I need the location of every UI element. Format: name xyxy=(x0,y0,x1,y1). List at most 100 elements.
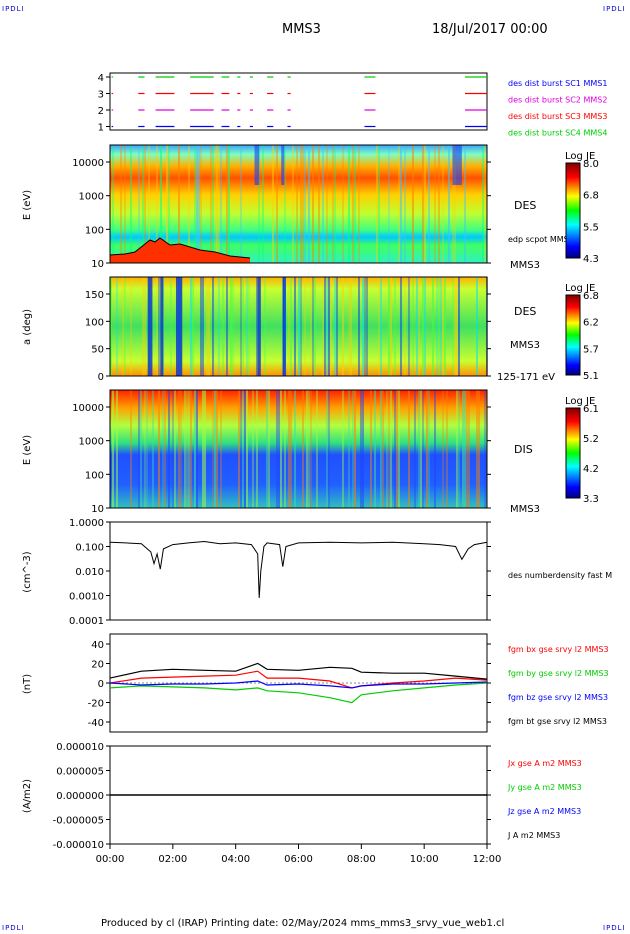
spectrogram-column xyxy=(362,390,364,508)
pa-dropout-column xyxy=(147,277,153,376)
spectrogram-column xyxy=(226,145,228,263)
spectrogram-column xyxy=(124,277,126,376)
spectrogram-column xyxy=(112,145,114,263)
spectrogram-column xyxy=(304,145,306,263)
spectrogram-column xyxy=(458,277,460,376)
pa-dropout-column xyxy=(160,277,164,376)
spectrogram-column xyxy=(192,277,194,376)
spectrogram-column xyxy=(382,390,384,508)
spectrogram-column xyxy=(306,390,308,508)
spectrogram-column xyxy=(422,390,424,508)
spectrogram-column xyxy=(348,390,350,508)
burst-ytick-label: 2 xyxy=(98,106,104,117)
colorbar-title: Log JE xyxy=(565,283,595,294)
spectrogram-column xyxy=(342,277,344,376)
spectrogram-column xyxy=(328,390,330,508)
spectrogram-column xyxy=(130,390,132,508)
colorbar-tick-label: 6.8 xyxy=(583,191,599,202)
spectrogram-column xyxy=(122,277,124,376)
spectrogram-column xyxy=(454,277,456,376)
spectrogram-column xyxy=(476,277,478,376)
spectrogram-column xyxy=(160,145,162,263)
spectrogram-column xyxy=(156,277,158,376)
dis-ytick-label: 100 xyxy=(85,470,104,481)
spectrogram-column xyxy=(258,145,260,263)
spectrogram-column xyxy=(300,145,302,263)
spectrogram-column xyxy=(388,390,390,508)
spectrogram-column xyxy=(370,390,372,508)
spectrogram-column xyxy=(214,390,216,508)
dis-ytick-label: 1000 xyxy=(79,437,104,448)
spectrogram-column xyxy=(214,145,216,263)
spectrogram-column xyxy=(188,390,190,508)
spectrogram-column xyxy=(476,390,478,508)
spectrogram-column xyxy=(290,277,292,376)
spectrogram-column xyxy=(112,390,114,508)
pa-mms-label: MMS3 xyxy=(510,340,540,351)
spectrogram-column xyxy=(342,145,344,263)
density-legend: des numberdensity fast M xyxy=(508,571,612,580)
spectrogram-column xyxy=(394,277,396,376)
spectrogram-column xyxy=(352,145,354,263)
colorbar-tick-label: 5.5 xyxy=(583,222,599,233)
spectrogram-column xyxy=(264,277,266,376)
spectrogram-column xyxy=(180,390,182,508)
colorbar xyxy=(565,294,581,376)
spectrogram-column xyxy=(226,277,228,376)
panel-ylabel: (A/m2) xyxy=(22,779,33,813)
panel-density xyxy=(109,521,488,621)
spectrogram-column xyxy=(218,145,220,263)
xtick-label: 08:00 xyxy=(347,854,376,865)
spectrogram-column xyxy=(220,145,222,263)
spectrogram-column xyxy=(334,277,336,376)
spectrogram-column xyxy=(442,145,444,263)
spectrogram-column xyxy=(452,277,454,376)
spectrogram-column xyxy=(246,390,248,508)
spectrogram-column xyxy=(434,390,436,508)
spectrogram-column xyxy=(390,390,392,508)
current-ytick-label: 0.000010 xyxy=(56,742,104,753)
colorbar-tick-label: 5.1 xyxy=(583,371,599,382)
pitch-angle-ytick-label: 0 xyxy=(98,372,104,383)
corner-label-bottom-left: IPDLI xyxy=(2,924,25,932)
pa-dropout-column xyxy=(175,277,183,376)
xtick-label: 00:00 xyxy=(96,854,125,865)
spectrogram-column xyxy=(348,277,350,376)
spectrogram-column xyxy=(352,390,354,508)
spectrogram-column xyxy=(412,277,414,376)
spectrogram-column xyxy=(364,277,366,376)
spectrogram-column xyxy=(228,145,230,263)
spectrogram-column xyxy=(440,277,442,376)
des-dropout-column xyxy=(254,145,260,185)
spectrogram-column xyxy=(468,390,470,508)
spectrogram-column xyxy=(120,145,122,263)
spectrogram-column xyxy=(248,277,250,376)
spectrogram-column xyxy=(240,145,242,263)
page-title: MMS3 xyxy=(282,22,321,37)
spectrogram-column xyxy=(204,390,206,508)
spectrogram-column xyxy=(178,145,180,263)
spectrogram-column xyxy=(148,145,150,263)
bfield-line-bz xyxy=(109,680,488,689)
spectrogram-column xyxy=(404,145,406,263)
spectrogram-column xyxy=(322,145,324,263)
colorbar-tick-label: 3.3 xyxy=(583,494,599,505)
spectrogram-column xyxy=(216,390,218,508)
spectrogram-column xyxy=(366,277,368,376)
spectrogram-column xyxy=(424,277,426,376)
spectrogram-column xyxy=(304,277,306,376)
spectrogram-column xyxy=(256,277,258,376)
spectrogram-column xyxy=(308,390,310,508)
spectrogram-column xyxy=(268,390,270,508)
spectrogram-column xyxy=(322,277,324,376)
panel-ylabel: (nT) xyxy=(22,674,33,694)
current-legend-entry: Jy gse A m2 MMS3 xyxy=(507,783,582,792)
colorbar-tick-label: 5.7 xyxy=(583,344,599,355)
spectrogram-column xyxy=(312,277,314,376)
dis-side-label: DIS xyxy=(514,443,533,456)
spectrogram-column xyxy=(456,277,458,376)
spectrogram-column xyxy=(398,390,400,508)
spectrogram-column xyxy=(426,390,428,508)
spectrogram-column xyxy=(138,145,140,263)
